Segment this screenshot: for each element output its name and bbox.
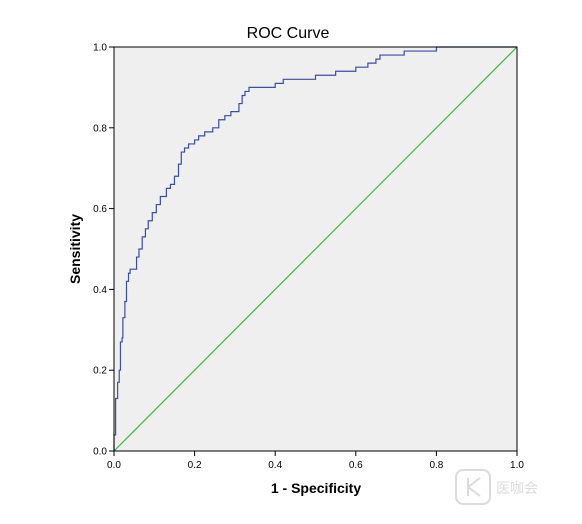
x-tick-label: 0.8 <box>429 460 443 471</box>
y-tick-label: 0.4 <box>93 285 107 296</box>
y-tick-label: 0.0 <box>93 447 107 458</box>
x-tick-label: 0.2 <box>188 460 202 471</box>
x-tick-label: 0.6 <box>349 460 363 471</box>
watermark-logo-icon <box>455 469 491 505</box>
plot-frame <box>113 46 518 452</box>
y-tick-label: 0.2 <box>93 366 107 377</box>
x-tick-label: 1.0 <box>510 460 524 471</box>
x-tick-label: 0.4 <box>268 460 282 471</box>
reference-diagonal-line <box>113 46 518 452</box>
y-tick-label: 0.6 <box>93 204 107 215</box>
roc-curve-line <box>113 46 517 451</box>
chart-title: ROC Curve <box>247 25 330 42</box>
x-tick-label: 0.0 <box>107 460 121 471</box>
watermark-logo-mark-icon <box>467 477 481 497</box>
x-axis-ticks: 0.0 0.2 0.4 0.6 0.8 1.0 <box>107 451 524 471</box>
y-axis-label: Sensitivity <box>67 214 83 284</box>
watermark-text: 医咖会 <box>496 480 538 496</box>
y-axis-ticks: 0.0 0.2 0.4 0.6 0.8 1.0 <box>93 43 114 458</box>
series-layer <box>113 46 518 452</box>
y-tick-label: 1.0 <box>93 43 107 54</box>
watermark: 医咖会 <box>455 469 538 505</box>
x-axis-label: 1 - Specificity <box>271 480 361 496</box>
y-tick-label: 0.8 <box>93 123 107 134</box>
